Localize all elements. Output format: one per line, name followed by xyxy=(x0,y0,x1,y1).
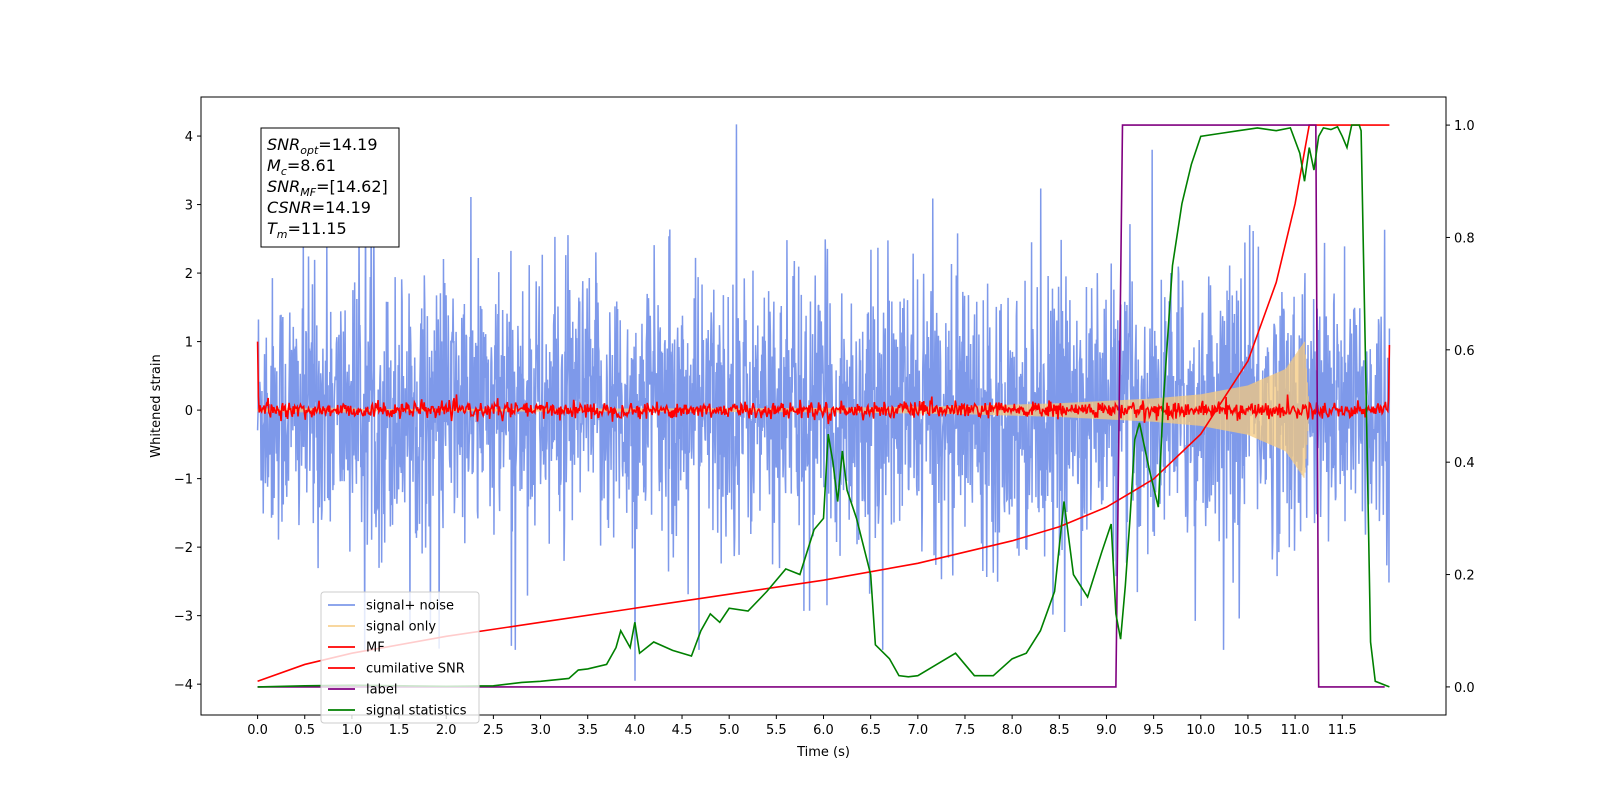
info-line: Tm=11.15 xyxy=(267,219,347,241)
x-tick-label: 2.5 xyxy=(483,723,504,738)
x-tick-label: 7.5 xyxy=(955,723,976,738)
y-tick-label: −3 xyxy=(174,610,193,625)
series-mf xyxy=(256,341,1391,425)
y-right-tick-label: 0.0 xyxy=(1454,681,1475,696)
axis-ticks: 0.0 0.5 1.0 1.5 2.0 2.5 3.0 3.5 4.0 4.5 5.0 5.5 6.0 6… xyxy=(174,119,1475,738)
info-line: CSNR=14.19 xyxy=(267,198,371,217)
y-tick-label: 0 xyxy=(185,404,193,419)
legend-label-signal-noise: signal+ noise xyxy=(366,599,454,614)
legend-label-cumilative-snr: cumilative SNR xyxy=(366,662,465,677)
x-tick-label: 9.0 xyxy=(1096,723,1117,738)
series-label xyxy=(257,124,1385,688)
info-line: Mc=8.61 xyxy=(267,156,336,178)
x-tick-label: 10.0 xyxy=(1186,723,1215,738)
x-axis-label: Time (s) xyxy=(796,745,850,760)
x-tick-label: 11.0 xyxy=(1281,723,1310,738)
x-tick-label: 5.5 xyxy=(766,723,787,738)
legend-label-label: label xyxy=(366,683,397,698)
y-tick-label: −4 xyxy=(174,678,193,693)
x-tick-label: 8.0 xyxy=(1002,723,1023,738)
y-tick-label: 3 xyxy=(185,199,193,214)
x-tick-label: 2.0 xyxy=(436,723,457,738)
info-box-frame xyxy=(260,127,400,248)
x-tick-label: 6.5 xyxy=(860,723,881,738)
y-tick-label: 1 xyxy=(185,336,193,351)
legend-frame xyxy=(320,591,480,724)
x-tick-label: 5.0 xyxy=(719,723,740,738)
x-tick-label: 0.0 xyxy=(247,723,268,738)
legend-label-mf: MF xyxy=(366,641,385,656)
y-right-tick-label: 0.4 xyxy=(1454,456,1475,471)
legend-label-signal-statistics: signal statistics xyxy=(366,704,467,719)
info-line: SNRMF=[14.62] xyxy=(267,177,388,199)
x-tick-label: 7.0 xyxy=(907,723,928,738)
x-tick-label: 0.5 xyxy=(294,723,315,738)
y-tick-label: 2 xyxy=(185,267,193,282)
x-tick-label: 11.5 xyxy=(1328,723,1357,738)
x-tick-label: 4.5 xyxy=(672,723,693,738)
y-right-tick-label: 0.2 xyxy=(1454,569,1475,584)
series-signal-statistics xyxy=(257,124,1390,688)
y-tick-label: −2 xyxy=(174,541,193,556)
x-tick-label: 6.0 xyxy=(813,723,834,738)
y-right-tick-label: 0.8 xyxy=(1454,231,1475,246)
x-tick-label: 1.5 xyxy=(389,723,410,738)
legend: signal+ noise signal only MF cumilative SNR… xyxy=(320,591,480,724)
y-right-tick-label: 1.0 xyxy=(1454,119,1475,134)
x-tick-label: 3.0 xyxy=(530,723,551,738)
x-tick-label: 3.5 xyxy=(577,723,598,738)
x-tick-label: 8.5 xyxy=(1049,723,1070,738)
y-tick-label: −1 xyxy=(174,473,193,488)
y-right-tick-label: 0.6 xyxy=(1454,344,1475,359)
x-tick-label: 9.5 xyxy=(1143,723,1164,738)
info-line: SNRopt=14.19 xyxy=(267,135,378,157)
info-box: SNRopt=14.19Mc=8.61SNRMF=[14.62]CSNR=14.… xyxy=(260,127,400,248)
x-tick-label: 4.0 xyxy=(625,723,646,738)
x-tick-label: 10.5 xyxy=(1233,723,1262,738)
legend-label-signal-only: signal only xyxy=(366,620,436,635)
y-tick-label: 4 xyxy=(185,130,193,145)
x-tick-label: 1.0 xyxy=(342,723,363,738)
y-axis-label: Whitened strain xyxy=(149,354,164,457)
